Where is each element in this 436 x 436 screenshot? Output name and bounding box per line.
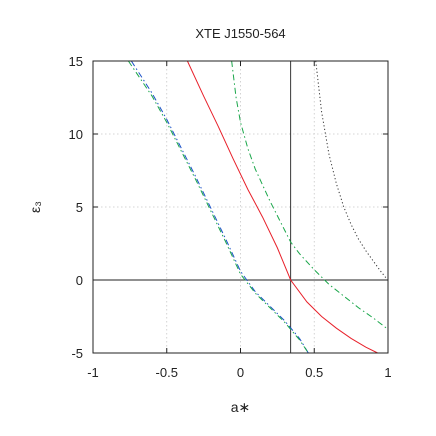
y-tick-label: -5 [71,346,83,361]
reference-lines [93,61,388,353]
series-line-3 [127,60,309,354]
grid [93,61,388,353]
x-tick-label: -1 [87,365,99,380]
x-axis-label: a∗ [231,399,251,415]
chart-title: XTE J1550-564 [195,26,285,41]
tick-labels: -1 -0.5 0 0.5 1 -5 0 5 10 15 [69,54,392,380]
y-axis-label: ε₃ [27,201,43,213]
series-line-1 [186,60,378,354]
y-tick-label: 5 [76,200,83,215]
x-tick-label: -0.5 [156,365,178,380]
series-group [127,60,387,354]
x-tick-label: 0 [237,365,244,380]
series-line-2 [130,60,309,354]
y-tick-label: 15 [69,54,83,69]
y-tick-label: 0 [76,273,83,288]
series-line-4 [231,60,387,329]
x-tick-label: 1 [384,365,391,380]
x-tick-label: 0.5 [305,365,323,380]
y-tick-label: 10 [69,127,83,142]
series-line-5 [315,60,387,279]
